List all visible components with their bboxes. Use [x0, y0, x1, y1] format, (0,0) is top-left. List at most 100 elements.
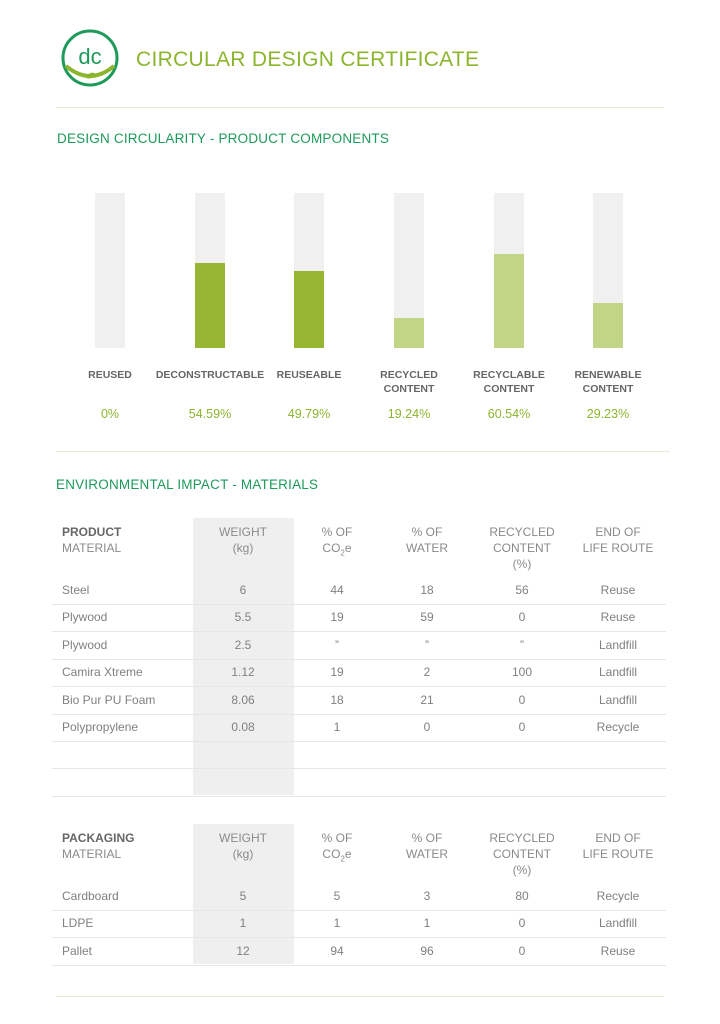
- page-title: CIRCULAR DESIGN CERTIFICATE: [136, 48, 480, 71]
- table-row: Pallet 12 94 96 0 Reuse: [52, 938, 666, 966]
- bar-value: 19.24%: [387, 407, 431, 421]
- components-divider: [56, 451, 670, 452]
- material-subheading: MATERIAL: [62, 541, 122, 555]
- table-row: Steel 6 44 18 56 Reuse: [52, 577, 666, 605]
- bar-value: 29.23%: [586, 407, 630, 421]
- weight-column-shade: [193, 824, 294, 964]
- table-row: LDPE 1 1 1 0 Landfill: [52, 910, 666, 939]
- table-cell: 8.06: [231, 692, 255, 707]
- bar-track: [95, 193, 125, 348]
- table-cell: LDPE: [62, 916, 94, 931]
- table-cell: 5.5: [234, 610, 252, 625]
- table-cell: [382, 741, 472, 768]
- table-cell: Reuse: [600, 943, 636, 958]
- table-cell: 94: [330, 943, 344, 958]
- table-cell: Landfill: [598, 692, 638, 707]
- bar-value: 54.59%: [188, 407, 232, 421]
- table-cell: Camira Xtreme: [62, 665, 143, 680]
- table-cell: Recycle: [596, 889, 640, 903]
- table-cell: Polypropylene: [62, 720, 139, 734]
- recycled-header: RECYCLED CONTENT (%): [489, 525, 555, 571]
- table-cell: 6: [239, 583, 247, 597]
- weight-header: WEIGHT (kg): [219, 525, 267, 555]
- table-cell: 1.12: [231, 665, 255, 680]
- eol-header: END OF LIFE ROUTE: [582, 525, 654, 555]
- material-subheading: MATERIAL: [62, 847, 122, 861]
- table-cell: 44: [330, 583, 344, 597]
- table-cell: ”: [520, 637, 524, 652]
- bar-label: RENEWABLE CONTENT: [574, 369, 642, 395]
- water-header: % OF WATER: [406, 525, 448, 555]
- table-cell: Steel: [62, 583, 90, 597]
- table-cell: [62, 741, 192, 768]
- bar-fill: [494, 254, 524, 348]
- bar-track: [593, 193, 623, 348]
- table-cell: [193, 741, 293, 768]
- table-cell: [292, 741, 382, 768]
- table-cell: [62, 769, 192, 796]
- table-cell: 2: [423, 665, 431, 680]
- table-cell: Reuse: [600, 610, 636, 625]
- table-cell: Plywood: [62, 637, 108, 652]
- packaging-materials-table: PACKAGING MATERIAL WEIGHT (kg) % OF CO2e %…: [52, 824, 666, 966]
- table-row: [52, 769, 666, 797]
- table-cell: Landfill: [598, 637, 638, 652]
- header-divider: [56, 107, 664, 108]
- table-cell: 18: [420, 583, 434, 597]
- table-cell: 96: [420, 943, 434, 958]
- product-materials-table: PRODUCT MATERIAL WEIGHT (kg) % OF CO2e % O…: [52, 518, 666, 797]
- product-header-cell: PRODUCT MATERIAL: [62, 524, 121, 556]
- bar-track: [394, 193, 424, 348]
- table-cell: Bio Pur PU Foam: [62, 692, 156, 707]
- table-cell: Landfill: [598, 916, 638, 931]
- bar-label: DECONSTRUCTABLE: [155, 369, 265, 381]
- table-cell: Pallet: [62, 943, 93, 958]
- table-cell: 0: [518, 943, 526, 958]
- materials-title: ENVIRONMENTAL IMPACT - MATERIALS: [56, 477, 319, 492]
- table-cell: [292, 769, 382, 796]
- table-row: Camira Xtreme 1.12 19 2 100 Landfill: [52, 659, 666, 688]
- co2-header: % OF CO2e: [321, 831, 353, 864]
- table-cell: ”: [425, 637, 429, 652]
- logo-text: dc: [78, 44, 101, 69]
- table-cell: 0.08: [231, 720, 255, 734]
- table-cell: 1: [333, 720, 341, 734]
- packaging-heading: PACKAGING: [62, 831, 135, 845]
- eol-header: END OF LIFE ROUTE: [582, 831, 654, 861]
- table-row: Bio Pur PU Foam 8.06 18 21 0 Landfill: [52, 687, 666, 715]
- table-cell: 100: [511, 665, 533, 680]
- co2-header: % OF CO2e: [321, 525, 353, 558]
- table-row: [52, 741, 666, 770]
- table-cell: 0: [423, 720, 431, 734]
- table-cell: 18: [330, 692, 344, 707]
- table-cell: 1: [333, 916, 341, 931]
- table-cell: [382, 769, 472, 796]
- table-cell: ”: [335, 637, 339, 652]
- water-header: % OF WATER: [406, 831, 448, 861]
- components-title: DESIGN CIRCULARITY - PRODUCT COMPONENTS: [57, 131, 390, 146]
- table-cell: [472, 741, 572, 768]
- dc-logo: dc: [61, 29, 119, 87]
- table-cell: 0: [518, 720, 526, 734]
- table-cell: [193, 769, 293, 796]
- bar-track: [294, 193, 324, 348]
- footer-divider: [56, 996, 664, 997]
- table-cell: 21: [420, 692, 434, 707]
- recycled-header: RECYCLED CONTENT (%): [489, 831, 555, 877]
- table-cell: 0: [518, 692, 526, 707]
- table-cell: 80: [515, 889, 529, 903]
- packaging-header-cell: PACKAGING MATERIAL: [62, 830, 134, 862]
- table-cell: Cardboard: [62, 889, 119, 903]
- table-cell: [472, 769, 572, 796]
- bar-label: REUSEABLE: [276, 369, 342, 381]
- table-cell: 5: [239, 889, 247, 903]
- bar-value: 49.79%: [287, 407, 331, 421]
- table-row: Polypropylene 0.08 1 0 0 Recycle: [52, 714, 666, 742]
- table-cell: 1: [239, 916, 247, 931]
- table-cell: Plywood: [62, 610, 108, 625]
- table-row: Plywood 2.5 ” ” ” Landfill: [52, 632, 666, 660]
- bar-fill: [593, 302, 623, 348]
- table-cell: 1: [423, 916, 431, 931]
- weight-header: WEIGHT (kg): [219, 831, 267, 861]
- table-cell: [572, 741, 664, 768]
